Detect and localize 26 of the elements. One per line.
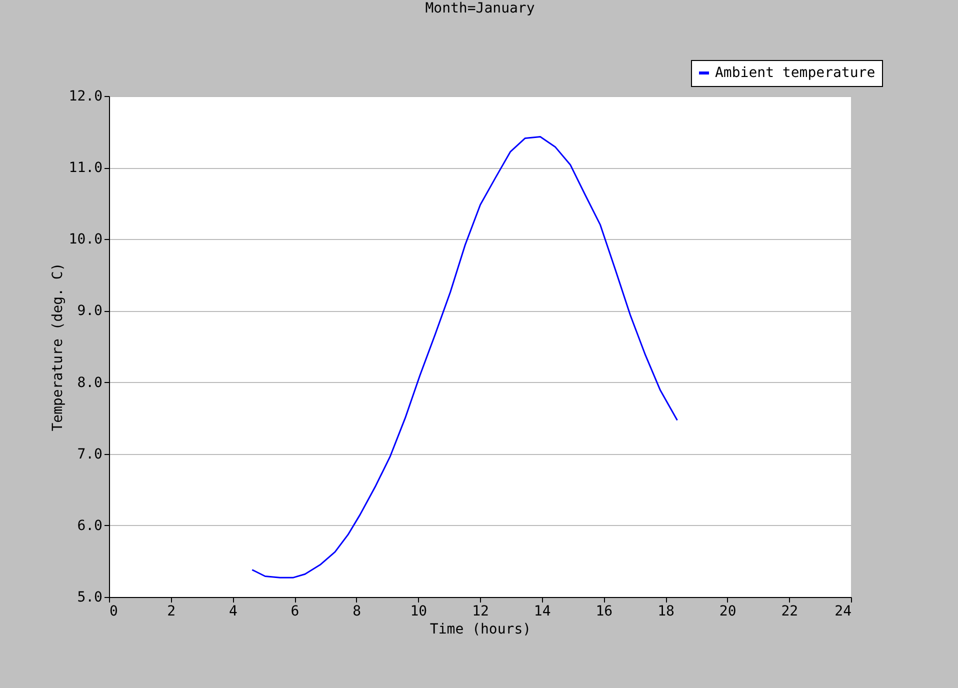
line-series — [251, 136, 678, 578]
x-tick-label: 4 — [228, 604, 238, 620]
y-tick-label: 7.0 — [77, 446, 102, 462]
x-tick-label: 24 — [834, 604, 852, 620]
chart-title: Month=January — [425, 0, 535, 16]
x-tick-label: 0 — [110, 604, 118, 620]
y-tick-label: 8.0 — [77, 374, 102, 391]
x-tick-label: 10 — [410, 604, 428, 620]
x-tick-label: 8 — [352, 604, 362, 620]
x-tick-label: 20 — [719, 604, 736, 620]
x-tick-label: 14 — [534, 604, 551, 620]
x-tick-label: 6 — [290, 604, 300, 620]
x-axis-title: Time (hours) — [430, 622, 532, 638]
y-axis-title: Temperature (deg. C) — [50, 262, 66, 432]
legend-label: Ambient temperature — [715, 65, 876, 81]
x-tick-label: 22 — [781, 604, 798, 620]
x-tick-label: 16 — [596, 604, 613, 620]
y-tick-label: 11.0 — [68, 160, 102, 176]
y-tick-label: 5.0 — [77, 590, 102, 606]
y-tick-label: 12.0 — [68, 88, 102, 104]
y-tick-label: 10.0 — [68, 232, 102, 248]
x-tick-label: 18 — [658, 604, 674, 620]
x-tick-label: 2 — [167, 604, 176, 620]
y-tick-label: 9.0 — [77, 303, 102, 320]
y-tick-label: 6.0 — [77, 518, 102, 534]
x-tick-label: 12 — [472, 604, 489, 620]
